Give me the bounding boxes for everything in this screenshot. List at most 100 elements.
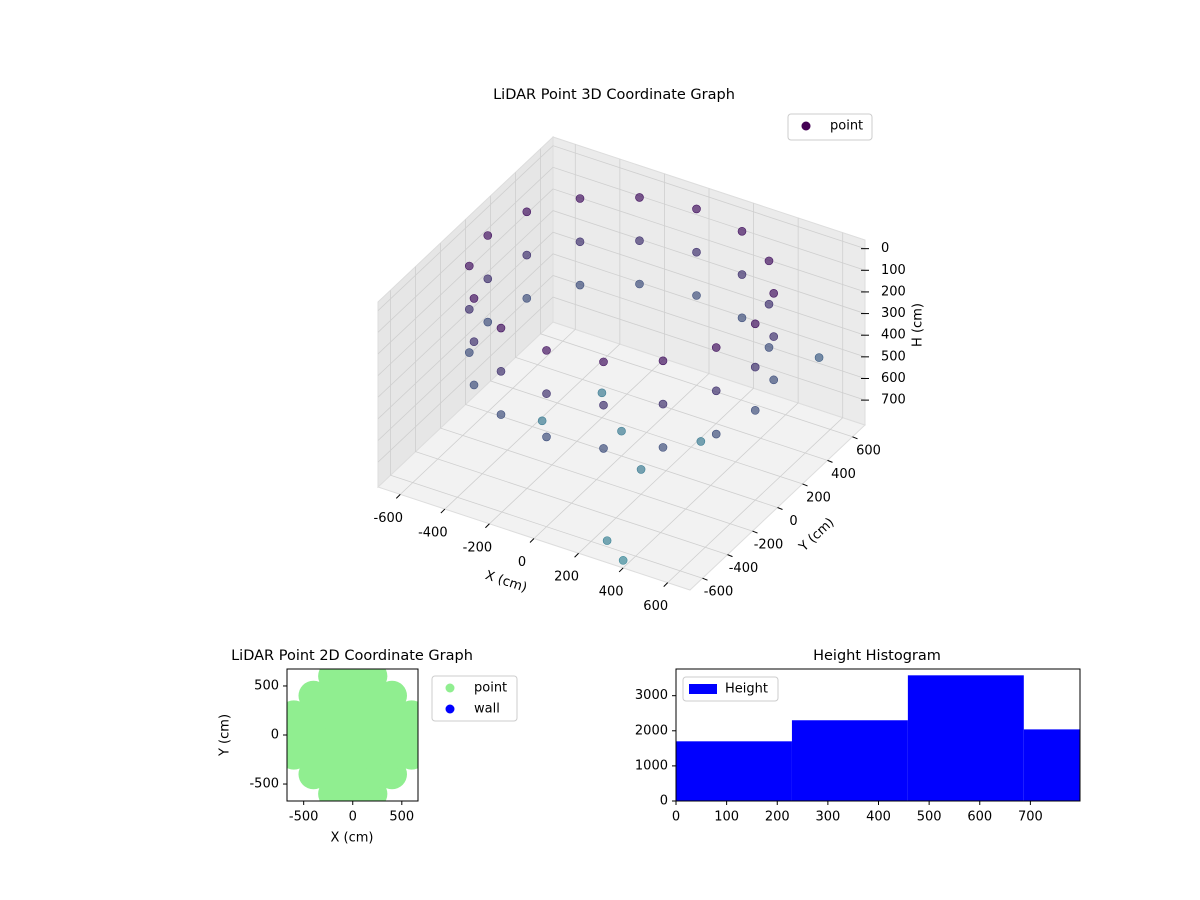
x-tick-label: 100 <box>714 810 739 825</box>
tick-mark <box>663 582 669 587</box>
x-tick-label: 0 <box>672 810 680 825</box>
data-point <box>814 353 824 362</box>
z-tick-label: 300 <box>881 306 906 321</box>
x-axis-label: X (cm) <box>483 568 529 596</box>
data-point <box>464 304 474 314</box>
z-tick-label: 600 <box>881 371 906 386</box>
grid-line <box>377 231 866 398</box>
data-point <box>599 357 608 367</box>
data-point <box>617 426 626 436</box>
z-axis-label: H (cm) <box>911 303 926 347</box>
legend-box <box>787 113 873 141</box>
grid-line <box>533 188 710 539</box>
y-tick-label: 600 <box>856 443 881 458</box>
tick-mark <box>777 507 783 510</box>
y-tick-label: 0 <box>271 728 279 743</box>
data-point <box>496 410 506 419</box>
data-point <box>737 270 747 279</box>
x-axis-label: X (cm) <box>331 831 374 846</box>
y-tick-label: 200 <box>806 490 831 505</box>
data-point <box>483 231 493 240</box>
x-tick-label: -200 <box>463 540 493 555</box>
tick-mark <box>852 436 858 440</box>
data-point <box>483 317 493 327</box>
chart-title: Height Histogram <box>813 648 941 664</box>
data-point <box>635 279 644 289</box>
plot-area <box>287 669 418 801</box>
z-tick-label: 500 <box>881 349 906 364</box>
data-point <box>750 362 760 372</box>
grid-line <box>377 210 866 376</box>
z-tick-label: 400 <box>881 328 906 343</box>
data-point <box>658 356 668 366</box>
tick-mark <box>702 577 708 581</box>
grid-line <box>377 296 866 463</box>
tick-mark <box>752 530 758 534</box>
data-point <box>522 294 532 303</box>
data-point <box>483 274 493 284</box>
legend-label: point <box>474 681 507 696</box>
x-tick-label: 300 <box>815 810 840 825</box>
data-point <box>496 323 506 333</box>
data-point <box>658 443 668 452</box>
tick-mark <box>802 483 808 487</box>
data-point <box>602 536 612 545</box>
data-point <box>537 416 547 426</box>
axes-frame <box>675 668 1081 802</box>
grid-line <box>377 145 866 311</box>
data-point <box>522 250 532 260</box>
legend-label: wall <box>474 702 500 717</box>
data-point <box>737 226 747 236</box>
legend-box <box>682 676 779 702</box>
data-point <box>599 444 608 453</box>
data-point <box>469 380 479 390</box>
grid-line <box>578 203 754 554</box>
bar <box>1023 729 1080 801</box>
x-tick-label: 0 <box>349 810 357 825</box>
y-tick-label: -600 <box>704 585 734 600</box>
x-tick-label: -600 <box>374 511 404 526</box>
y-tick-label: 0 <box>789 514 797 529</box>
legend-marker <box>445 704 455 714</box>
tick-mark <box>727 554 733 558</box>
x-tick-label: 400 <box>599 584 624 599</box>
plot-area <box>676 675 1080 801</box>
tick-mark <box>395 494 401 499</box>
x-tick-label: 500 <box>917 810 942 825</box>
data-point <box>575 194 585 203</box>
bar <box>907 675 1024 801</box>
grid-line <box>377 275 866 441</box>
grid-line <box>465 219 778 508</box>
y-tick-label: 400 <box>831 467 856 482</box>
x-tick-label: -400 <box>418 526 448 541</box>
y-tick-label: 3000 <box>635 688 668 703</box>
legend-label: Height <box>725 682 768 697</box>
data-point <box>692 247 701 257</box>
data-point <box>575 280 585 290</box>
data-point <box>737 313 747 323</box>
data-point <box>692 291 701 300</box>
data-point <box>376 680 407 711</box>
x-tick-label: 500 <box>389 810 414 825</box>
y-tick-label: -200 <box>754 538 784 553</box>
x-tick-label: -500 <box>289 810 319 825</box>
y-tick-label: 500 <box>254 678 279 693</box>
y-tick-label: -500 <box>249 777 279 792</box>
data-point <box>764 256 774 266</box>
data-point <box>750 406 760 415</box>
data-point <box>597 388 607 398</box>
legend-marker <box>445 683 455 693</box>
grid-line <box>415 266 728 556</box>
data-point <box>711 343 721 352</box>
legend-label: point <box>830 119 863 134</box>
y-tick-label: 0 <box>660 794 668 809</box>
z-tick-label: 200 <box>881 284 906 299</box>
data-point <box>764 343 774 352</box>
grid-line <box>390 290 703 579</box>
data-point <box>769 289 779 298</box>
data-point <box>769 375 779 385</box>
grid-line <box>440 243 753 532</box>
grid-line <box>622 217 799 569</box>
grid-line <box>515 172 828 461</box>
grid-line <box>377 166 866 333</box>
